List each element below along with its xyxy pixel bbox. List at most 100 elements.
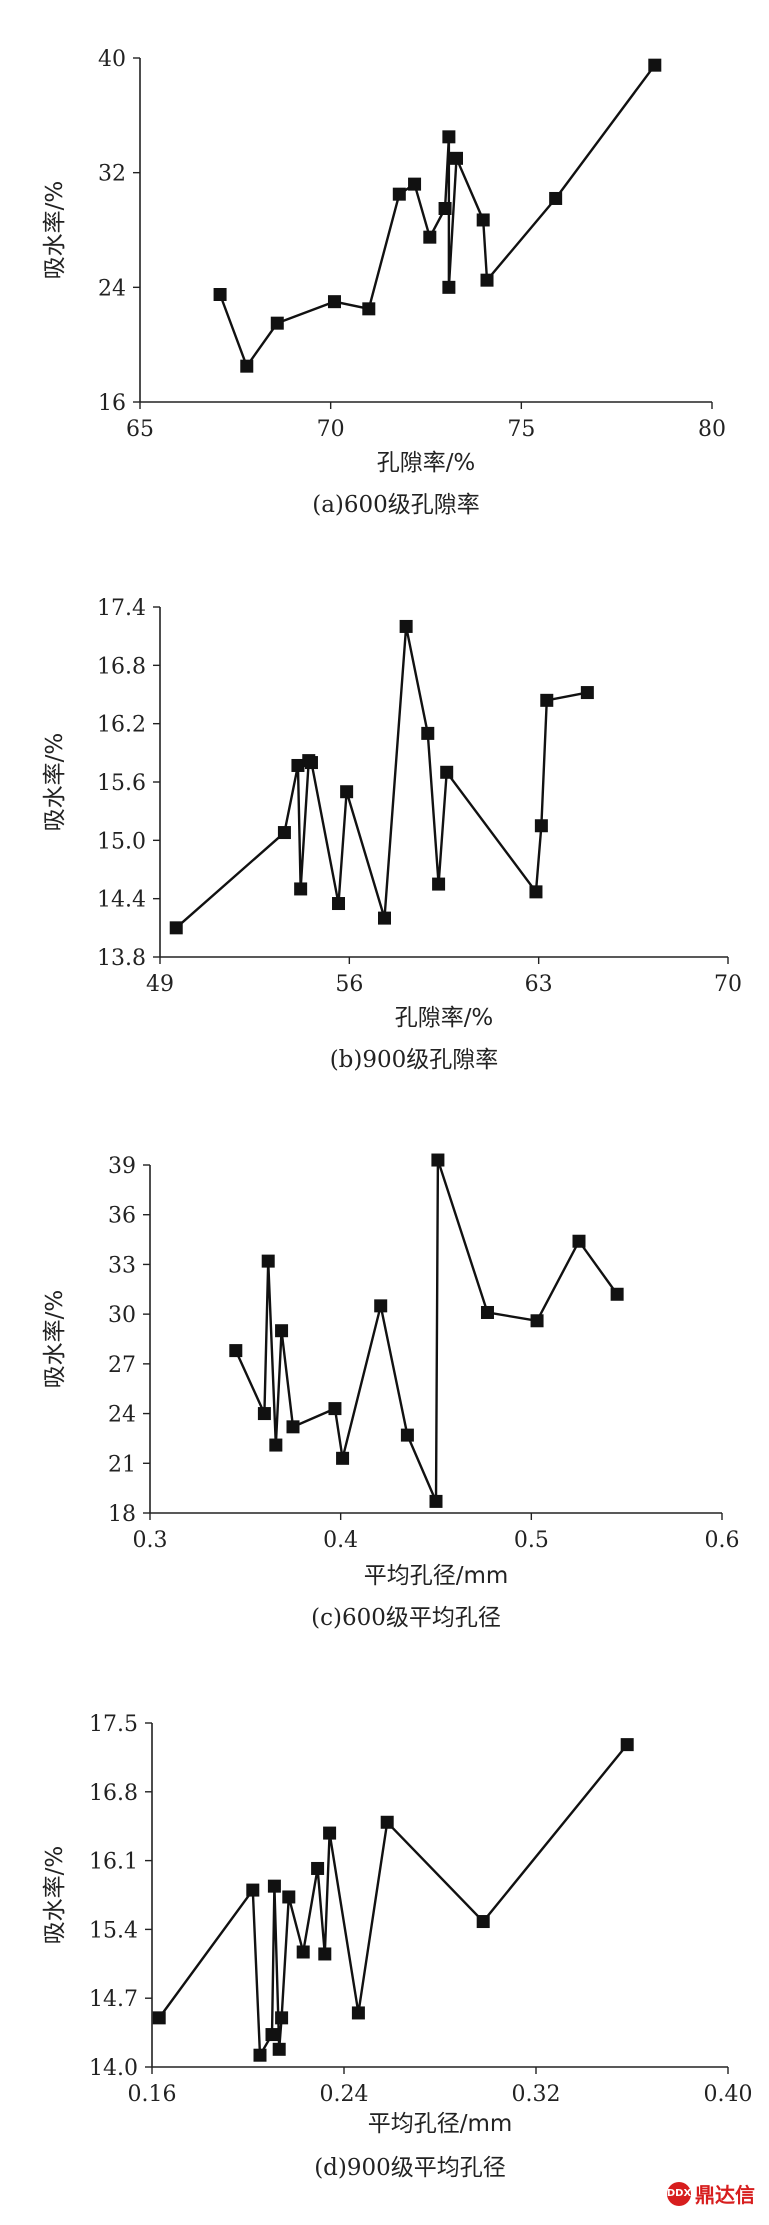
chart-b-svg: 49 56 63 70 13.8 14.4 15.0 15.6 16.2 16.8 17.4 孔隙率/… — [42, 596, 742, 1073]
chart-panel-b: 49 56 63 70 13.8 14.4 15.0 15.6 16.2 16.8 17.4 孔隙率/… — [0, 545, 769, 1105]
data-point — [351, 2006, 365, 2020]
x-tick-label: 0.5 — [514, 1528, 549, 1553]
data-point — [261, 1254, 275, 1268]
x-axis-title: 平均孔径/mm — [368, 2111, 513, 2137]
data-point — [336, 1451, 350, 1465]
data-point — [408, 177, 422, 191]
x-tick-label: 0.40 — [704, 2082, 753, 2107]
x-tick-label: 0.4 — [323, 1528, 358, 1553]
x-tick-label: 0.3 — [133, 1528, 168, 1553]
y-axis-title: 吸水率/% — [42, 181, 68, 280]
data-point — [399, 619, 413, 633]
x-tick-label: 75 — [507, 417, 535, 442]
chart-panel-c: 0.3 0.4 0.5 0.6 18 21 24 27 30 33 36 39 平均孔径/mm 吸水率/%… — [0, 1105, 769, 1665]
chart-d-svg: 0.16 0.24 0.32 0.40 14.0 14.7 15.4 16.1 16.8 17.5… — [42, 1712, 753, 2181]
data-point — [304, 756, 318, 770]
x-tick-label: 0.24 — [320, 2082, 369, 2107]
y-tick-label: 16.8 — [89, 1781, 138, 1806]
x-axis-title: 平均孔径/mm — [364, 1563, 509, 1589]
x-tick-label: 65 — [126, 417, 154, 442]
data-point — [534, 819, 548, 833]
data-point — [540, 693, 554, 707]
data-point — [332, 897, 346, 911]
data-point — [380, 1815, 394, 1829]
data-point — [549, 191, 563, 205]
data-point — [610, 1287, 624, 1301]
chart-a-svg: 65 70 75 80 16 24 32 40 孔隙率/% 吸水率/% (a)600级孔隙率 — [42, 47, 726, 518]
data-point — [530, 1314, 544, 1328]
y-tick-label: 17.4 — [97, 596, 146, 621]
data-point — [480, 1305, 494, 1319]
y-tick-label: 21 — [108, 1452, 136, 1477]
data-point — [229, 1344, 243, 1358]
x-tick-label: 70 — [714, 972, 742, 997]
y-tick-label: 16.2 — [97, 713, 146, 738]
chart-caption: (c)600级平均孔径 — [311, 1605, 501, 1631]
y-tick-label: 16.8 — [97, 654, 146, 679]
data-point — [442, 280, 456, 294]
data-point — [265, 2028, 279, 2042]
x-tick-label: 80 — [698, 417, 726, 442]
data-point — [431, 1153, 445, 1167]
data-point — [213, 288, 227, 301]
data-point — [400, 1428, 414, 1442]
watermark-text: 鼎达信 — [695, 2183, 755, 2207]
data-point — [442, 130, 456, 144]
data-point — [272, 2042, 286, 2056]
data-point — [429, 1494, 443, 1508]
y-tick-label: 15.0 — [97, 829, 146, 854]
data-point — [432, 877, 446, 891]
data-point — [296, 1945, 310, 1959]
y-tick-label: 13.8 — [97, 946, 146, 971]
data-point — [328, 1402, 342, 1416]
data-point — [269, 1438, 283, 1452]
series-line-d — [158, 1743, 629, 2060]
y-tick-label: 32 — [98, 162, 126, 187]
chart-caption: (a)600级孔隙率 — [312, 492, 480, 518]
data-point — [291, 758, 305, 772]
data-point — [476, 1915, 490, 1929]
data-point — [480, 273, 494, 287]
y-tick-label: 27 — [108, 1353, 136, 1378]
y-tick-label: 14.4 — [97, 888, 146, 913]
data-point — [572, 1234, 586, 1248]
y-tick-label: 15.6 — [97, 771, 146, 796]
chart-panel-d: 0.16 0.24 0.32 0.40 14.0 14.7 15.4 16.1 16.8 17.5… — [0, 1665, 769, 2225]
y-tick-label: 40 — [98, 47, 126, 72]
chart-c-svg: 0.3 0.4 0.5 0.6 18 21 24 27 30 33 36 39 平均孔径/mm 吸水率/%… — [42, 1153, 740, 1631]
x-axis-title: 孔隙率/% — [395, 1005, 494, 1031]
y-tick-label: 15.4 — [89, 1918, 138, 1943]
data-point — [620, 1738, 634, 1752]
data-point — [282, 1890, 296, 1904]
data-point — [648, 58, 662, 72]
y-tick-label: 16 — [98, 391, 126, 416]
data-point — [529, 885, 543, 899]
data-point — [169, 921, 183, 935]
data-point — [275, 1324, 289, 1338]
y-tick-label: 24 — [108, 1403, 136, 1428]
y-tick-label: 14.7 — [89, 1987, 138, 2012]
data-point — [152, 2011, 166, 2025]
chart-panel-a: 65 70 75 80 16 24 32 40 孔隙率/% 吸水率/% (a)600级孔隙率 — [0, 0, 769, 545]
data-point — [286, 1420, 300, 1434]
data-point — [323, 1826, 337, 1840]
y-tick-label: 33 — [108, 1253, 136, 1278]
x-axis-title: 孔隙率/% — [377, 450, 476, 476]
x-tick-label: 0.32 — [512, 2082, 561, 2107]
y-tick-label: 17.5 — [89, 1712, 138, 1737]
data-point — [423, 230, 437, 244]
data-point — [580, 686, 594, 700]
x-tick-label: 63 — [525, 972, 553, 997]
watermark-logo-icon: DDX — [667, 2181, 691, 2206]
data-point — [362, 302, 376, 316]
x-tick-label: 49 — [146, 972, 174, 997]
data-point — [267, 1879, 281, 1893]
y-axis-title: 吸水率/% — [42, 1290, 68, 1389]
data-point — [438, 202, 452, 215]
y-tick-label: 36 — [108, 1204, 136, 1229]
chart-caption: (d)900级平均孔径 — [314, 2155, 506, 2181]
data-point — [392, 187, 406, 201]
data-point — [327, 295, 341, 309]
data-point — [270, 316, 284, 330]
data-point — [374, 1299, 388, 1313]
